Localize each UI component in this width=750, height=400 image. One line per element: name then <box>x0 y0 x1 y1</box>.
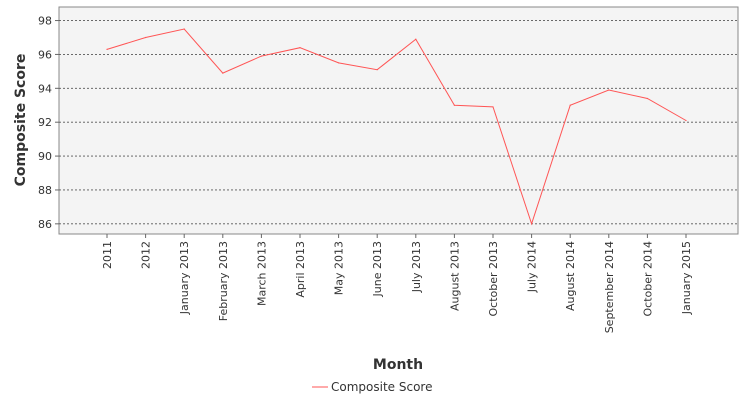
y-axis-ticks: 86 88 90 92 94 96 98 <box>38 15 59 231</box>
x-tick-label-7: June 2013 <box>371 241 384 297</box>
y-tick-label-88: 88 <box>38 184 52 197</box>
y-tick-label-86: 86 <box>38 218 52 231</box>
x-tick-label-10: October 2013 <box>487 241 500 317</box>
data-point-15 <box>685 119 687 122</box>
data-point-7 <box>376 69 378 71</box>
data-point-3 <box>222 72 224 74</box>
series-line-composite-score <box>106 28 687 226</box>
x-axis-ticks: 2011 2012 January 2013 February 2013 March 2… <box>101 234 693 333</box>
x-tick-label-15: January 2015 <box>680 241 693 315</box>
x-tick-label-6: May 2013 <box>333 241 346 295</box>
x-tick-label-2: January 2013 <box>178 241 191 315</box>
x-tick-label-1: 2012 <box>140 241 153 269</box>
data-point-0 <box>106 48 108 50</box>
data-point-11 <box>531 223 533 225</box>
x-tick-label-11: July 2014 <box>526 241 539 293</box>
legend-label-composite-score: Composite Score <box>331 380 432 394</box>
y-axis-label: Composite Score <box>13 54 29 187</box>
x-tick-label-0: 2011 <box>101 241 114 269</box>
data-point-1 <box>145 36 147 39</box>
y-tick-label-96: 96 <box>38 48 52 61</box>
x-tick-label-9: August 2013 <box>448 241 461 311</box>
data-point-6 <box>338 62 340 64</box>
data-point-2 <box>183 28 185 30</box>
data-point-5 <box>299 47 301 49</box>
y-tick-label-90: 90 <box>38 150 52 163</box>
y-tick-label-92: 92 <box>38 116 52 129</box>
data-point-4 <box>260 55 262 57</box>
data-point-14 <box>646 97 649 100</box>
x-tick-label-8: July 2013 <box>410 241 423 293</box>
data-point-8 <box>415 38 417 40</box>
x-axis-label: Month <box>373 357 423 373</box>
y-tick-label-98: 98 <box>38 15 52 28</box>
x-tick-label-12: August 2014 <box>564 241 577 311</box>
y-tick-label-94: 94 <box>38 82 52 95</box>
plot-background <box>58 6 739 235</box>
gridlines <box>59 20 738 225</box>
x-tick-label-3: February 2013 <box>217 241 230 321</box>
x-tick-label-4: March 2013 <box>255 241 268 306</box>
data-point-12 <box>569 104 571 106</box>
data-point-13 <box>608 89 610 91</box>
x-tick-label-13: September 2014 <box>603 241 616 333</box>
data-point-9 <box>453 104 455 106</box>
x-tick-label-5: April 2013 <box>294 241 307 298</box>
series-layer <box>106 28 687 226</box>
legend: Composite Score <box>312 380 432 394</box>
x-tick-label-14: October 2014 <box>641 241 654 317</box>
data-point-10 <box>492 106 494 108</box>
